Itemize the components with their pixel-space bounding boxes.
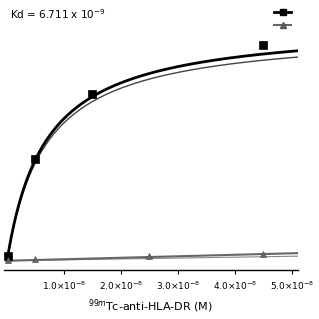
Text: Kd = 6.711 x 10$^{-9}$: Kd = 6.711 x 10$^{-9}$ [10, 7, 106, 21]
X-axis label: $^{99m}$Tc-anti-HLA-DR (M): $^{99m}$Tc-anti-HLA-DR (M) [88, 297, 213, 315]
Legend: , : , [274, 8, 293, 30]
